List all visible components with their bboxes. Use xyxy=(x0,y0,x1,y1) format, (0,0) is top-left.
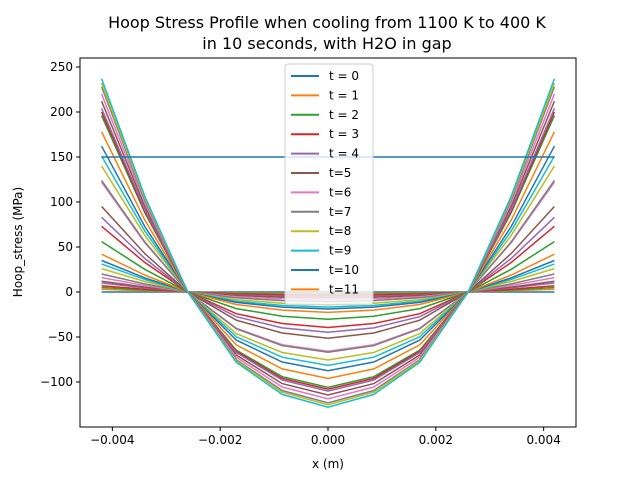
legend-box xyxy=(284,63,374,306)
stress-profile-line xyxy=(101,259,555,310)
chart-title-line-1: Hoop Stress Profile when cooling from 11… xyxy=(108,13,546,32)
chart-title-line-2: in 10 seconds, with H2O in gap xyxy=(202,34,451,53)
legend-label: t=8 xyxy=(329,224,351,238)
legend-label: t = 2 xyxy=(329,108,359,122)
legend-label: t = 4 xyxy=(329,147,359,161)
legend-label: t=10 xyxy=(329,263,359,277)
x-tick-label: −0.002 xyxy=(198,433,242,447)
y-tick-label: 150 xyxy=(50,150,73,164)
legend-label: t = 1 xyxy=(329,88,359,102)
legend-label: t=11 xyxy=(329,282,359,296)
legend-label: t=9 xyxy=(329,244,351,258)
stress-profile-line xyxy=(101,225,555,329)
series-layer xyxy=(100,78,556,408)
legend-label: t=7 xyxy=(329,205,351,219)
stress-profile-line xyxy=(100,165,556,361)
stress-profile-line xyxy=(101,205,555,339)
stress-profile-line xyxy=(101,240,555,320)
y-axis-ticks: −100 −50 0 50 100 150 200 250 xyxy=(40,60,80,389)
legend-label: t = 0 xyxy=(329,69,359,83)
y-tick-label: 250 xyxy=(50,60,73,74)
stress-profile-line xyxy=(100,78,556,408)
x-tick-label: 0.002 xyxy=(419,433,453,447)
stress-profile-line xyxy=(100,155,556,367)
x-axis-label: x (m) xyxy=(312,457,344,471)
stress-profile-line xyxy=(101,253,555,314)
y-tick-label: 200 xyxy=(50,105,73,119)
y-tick-label: −50 xyxy=(48,330,73,344)
x-tick-label: −0.004 xyxy=(90,433,134,447)
stress-profile-line xyxy=(101,216,555,334)
y-tick-label: −100 xyxy=(40,375,73,389)
y-tick-label: 0 xyxy=(65,285,73,299)
legend-label: t=5 xyxy=(329,166,351,180)
stress-profile-line xyxy=(100,179,556,354)
y-tick-label: 50 xyxy=(58,240,73,254)
stress-profile-line xyxy=(100,131,556,380)
stress-profile-line xyxy=(100,145,556,372)
legend-label: t=6 xyxy=(329,185,351,199)
legend-label: t = 3 xyxy=(329,127,359,141)
y-tick-label: 100 xyxy=(50,195,73,209)
y-axis-label: Hoop_stress (MPa) xyxy=(11,187,25,297)
x-tick-label: 0.000 xyxy=(311,433,345,447)
x-tick-label: 0.004 xyxy=(526,433,560,447)
legend: t = 0 t = 1 t = 2 t = 3 t = 4 t=5 t=6 t=7 t=8 t=9… xyxy=(284,63,374,306)
x-axis-ticks: −0.004 −0.002 0.000 0.002 0.004 xyxy=(90,427,561,447)
